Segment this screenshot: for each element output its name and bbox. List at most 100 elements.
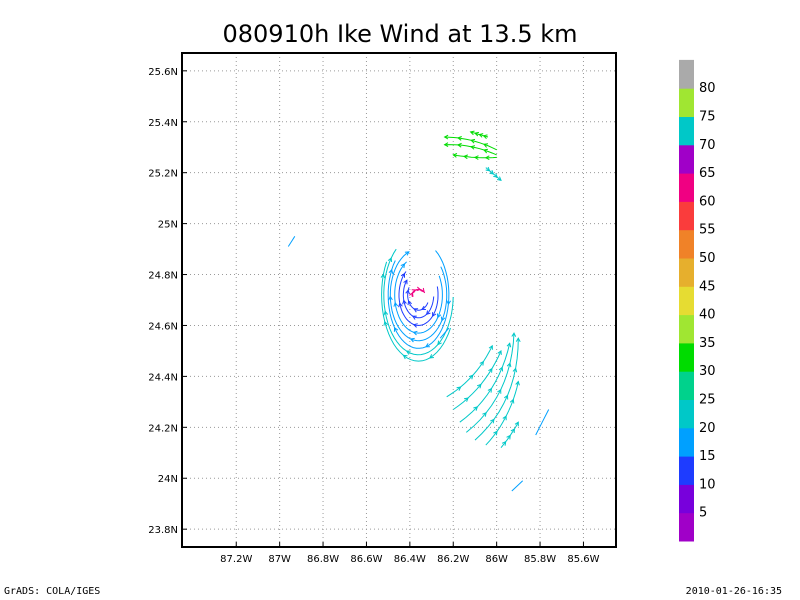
colorbar-label: 60 bbox=[699, 194, 716, 209]
x-tick-label: 86.4W bbox=[394, 554, 426, 565]
colorbar-swatch bbox=[679, 116, 694, 146]
wind-arrowhead bbox=[506, 434, 511, 440]
wind-arrowhead bbox=[405, 289, 410, 295]
southeast-band-vector bbox=[459, 343, 511, 423]
colorbar-label: 5 bbox=[699, 506, 707, 521]
wind-arrowhead bbox=[498, 366, 504, 372]
wind-arrowhead bbox=[469, 130, 475, 136]
colorbar-swatch bbox=[679, 59, 694, 89]
wind-arrowhead bbox=[493, 430, 498, 436]
y-tick-label: 24.4N bbox=[148, 372, 178, 383]
wind-arrowhead bbox=[463, 397, 469, 402]
colorbar-label: 55 bbox=[699, 223, 716, 238]
colorbar-swatch bbox=[679, 286, 694, 316]
y-tick-label: 25.4N bbox=[148, 118, 178, 129]
colorbar: 5 10 15 20 25 30 35 40 45 50 55 60 65 70 75 80 bbox=[679, 59, 716, 542]
colorbar-label: 35 bbox=[699, 336, 716, 351]
wind-arrowhead bbox=[515, 380, 520, 386]
wind-arrowhead bbox=[409, 291, 414, 297]
wind-arrowhead bbox=[463, 154, 468, 160]
wind-arrowhead bbox=[412, 323, 418, 328]
wind-arrowhead bbox=[456, 142, 462, 148]
isolated-vector bbox=[535, 409, 550, 436]
wind-arrowhead bbox=[469, 145, 476, 150]
vortex-streamline bbox=[381, 261, 451, 362]
colorbar-label: 50 bbox=[699, 251, 716, 266]
x-tick-label: 86W bbox=[485, 554, 508, 565]
vortex-streamline bbox=[407, 287, 429, 311]
wind-arrowhead bbox=[488, 367, 493, 373]
wind-vectors bbox=[287, 130, 550, 492]
southeast-band-vector bbox=[500, 421, 519, 449]
colorbar-swatch bbox=[679, 399, 694, 429]
wind-arrowhead bbox=[490, 418, 495, 424]
x-tick-label: 87W bbox=[268, 554, 291, 565]
vortex-streamline bbox=[398, 271, 439, 326]
colorbar-label: 20 bbox=[699, 421, 716, 436]
wind-arrowhead bbox=[404, 251, 410, 256]
wind-arrowhead bbox=[432, 312, 437, 317]
x-tick-label: 86.8W bbox=[307, 554, 339, 565]
wind-arrowhead bbox=[482, 412, 487, 417]
wind-arrowhead bbox=[506, 362, 512, 368]
wind-arrowhead bbox=[483, 143, 489, 148]
wind-arrowhead bbox=[405, 350, 411, 355]
wind-arrowhead bbox=[483, 148, 488, 154]
y-tick-label: 24N bbox=[158, 474, 178, 485]
axis-tick-labels: 87.2W 87W 86.8W 86.6W 86.4W 86.2W 86W 85.8W 85.6… bbox=[148, 67, 599, 565]
wind-arrowhead bbox=[470, 138, 476, 144]
wind-arrowhead bbox=[437, 340, 442, 346]
wind-arrowhead bbox=[456, 136, 462, 141]
wind-arrowhead bbox=[511, 332, 517, 337]
southeast-band-vector bbox=[453, 350, 502, 410]
colorbar-swatch bbox=[679, 314, 694, 344]
wind-arrowhead bbox=[383, 310, 389, 316]
grid-lines bbox=[182, 53, 616, 547]
wind-arrowhead bbox=[402, 354, 408, 360]
colorbar-label: 30 bbox=[699, 364, 716, 379]
colorbar-label: 75 bbox=[699, 110, 716, 125]
wind-arrowhead bbox=[443, 142, 449, 147]
wind-arrowhead bbox=[510, 428, 515, 434]
wind-arrowhead bbox=[400, 272, 405, 278]
colorbar-swatch bbox=[679, 456, 694, 485]
wind-arrowhead bbox=[398, 302, 403, 308]
isolated-vector bbox=[511, 480, 524, 492]
y-tick-label: 25N bbox=[158, 220, 178, 231]
wind-arrowhead bbox=[388, 295, 393, 301]
southeast-band-vector bbox=[465, 333, 515, 433]
y-tick-label: 23.8N bbox=[148, 525, 178, 536]
wind-arrowhead bbox=[515, 337, 521, 343]
wind-arrowhead bbox=[424, 343, 430, 348]
wind-arrowhead bbox=[514, 421, 519, 427]
wind-arrowhead bbox=[413, 308, 419, 313]
wind-arrowhead bbox=[485, 166, 491, 172]
colorbar-swatch bbox=[679, 258, 694, 287]
plot-frame bbox=[181, 52, 617, 548]
wind-arrowhead bbox=[488, 344, 493, 350]
wind-arrowhead bbox=[416, 286, 422, 292]
wind-arrowhead bbox=[509, 398, 515, 404]
colorbar-swatch bbox=[679, 371, 694, 400]
colorbar-swatch bbox=[679, 427, 694, 457]
colorbar-swatch bbox=[679, 144, 694, 174]
wind-arrowhead bbox=[409, 337, 415, 343]
wind-arrowhead bbox=[411, 289, 417, 294]
wind-arrowhead bbox=[497, 388, 502, 394]
wind-arrowhead bbox=[504, 394, 509, 400]
wind-arrowhead bbox=[443, 134, 449, 140]
colorbar-swatch bbox=[679, 201, 694, 231]
wind-arrowhead bbox=[489, 170, 495, 175]
northeast-band-vector bbox=[444, 136, 497, 151]
colorbar-label: 80 bbox=[699, 81, 716, 96]
wind-arrowhead bbox=[501, 440, 507, 446]
southeast-band-vector bbox=[485, 381, 519, 446]
wind-arrowhead bbox=[482, 134, 488, 139]
wind-arrowhead bbox=[497, 349, 502, 355]
colorbar-swatch bbox=[679, 229, 694, 259]
x-tick-label: 86.2W bbox=[437, 554, 469, 565]
colorbar-swatch bbox=[679, 88, 694, 117]
wind-arrowhead bbox=[402, 299, 407, 305]
wind-arrowhead bbox=[403, 279, 408, 285]
wind-arrowhead bbox=[512, 367, 518, 373]
